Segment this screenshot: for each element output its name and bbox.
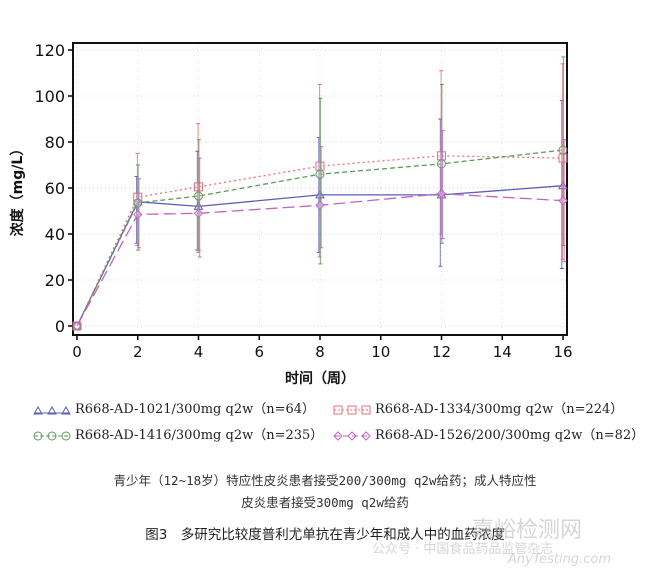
data-point — [193, 208, 204, 219]
series-line — [76, 193, 564, 327]
legend-item-1416: R668-AD-1416/300mg q2w（n=235） — [32, 424, 323, 443]
y-tick-label: 60 — [45, 179, 65, 198]
data-point — [315, 200, 325, 210]
x-tick-label: 12 — [432, 343, 451, 361]
y-tick-label: 40 — [45, 225, 65, 244]
figure-caption: 图3 多研究比较度普利尤单抗在青少年和成人中的血药浓度 — [145, 527, 505, 543]
y-tick-label: 100 — [34, 87, 65, 106]
watermark: 公众号 · 中国食品药品监管杂志 — [372, 542, 554, 557]
data-point — [133, 209, 143, 220]
series-line — [76, 149, 564, 327]
data-point — [558, 195, 568, 206]
x-tick-label: 2 — [133, 343, 143, 361]
data-point — [437, 159, 446, 169]
legend-label: R668-AD-1526/200/300mg q2w（n=82） — [375, 428, 645, 443]
legend-label: R668-AD-1021/300mg q2w（n=64） — [75, 402, 316, 417]
legend-item-1334: R668-AD-1334/300mg q2w（n=224） — [332, 398, 623, 417]
data-point — [72, 321, 82, 331]
x-tick-label: 0 — [72, 343, 82, 361]
series-line — [76, 155, 564, 327]
x-tick-label: 10 — [371, 343, 390, 361]
y-tick-label: 120 — [34, 41, 65, 60]
x-tick-label: 16 — [553, 343, 572, 361]
data-point — [133, 198, 143, 208]
chart-note-line-2: 皮炎患者接受300mg q2w给药 — [241, 495, 409, 510]
x-tick-label: 6 — [254, 343, 264, 361]
legend-label: R668-AD-1334/300mg q2w（n=224） — [375, 402, 624, 417]
legend-marker-circle-icon — [33, 431, 71, 440]
data-point — [194, 191, 203, 201]
x-tick-label: 4 — [194, 343, 204, 361]
x-axis-label: 时间（周） — [285, 370, 355, 387]
legend-item-1526: R668-AD-1526/200/300mg q2w（n=82） — [332, 424, 644, 443]
chart-note-line-1: 青少年（12~18岁）特应性皮炎患者接受200/300mg q2w给药；成人特应… — [113, 473, 537, 488]
x-tick-label: 14 — [493, 343, 512, 361]
legend-label: R668-AD-1416/300mg q2w（n=235） — [75, 428, 324, 443]
data-point — [315, 169, 325, 179]
legend-marker-triangle-icon — [33, 405, 71, 414]
data-point — [436, 189, 447, 199]
watermark: AnyTesting.com — [508, 552, 612, 567]
y-tick-label: 20 — [45, 271, 65, 290]
watermark: 嘉峪检测网 — [472, 518, 583, 543]
legend-item-1021: R668-AD-1021/300mg q2w（n=64） — [32, 398, 315, 417]
y-tick-label: 80 — [45, 133, 65, 152]
y-tick-label: 0 — [55, 317, 65, 336]
legend-marker-diamond-icon — [333, 430, 371, 441]
y-axis-label: 浓度（mg/L） — [9, 142, 26, 237]
x-tick-label: 8 — [315, 343, 325, 361]
line-chart: 0 20 40 60 80 100 120 0 2 4 6 8 10 12 14 16 时间（周） 浓度（mg/L… — [9, 41, 573, 387]
data-point — [558, 145, 568, 155]
legend-marker-square-icon — [333, 405, 371, 414]
